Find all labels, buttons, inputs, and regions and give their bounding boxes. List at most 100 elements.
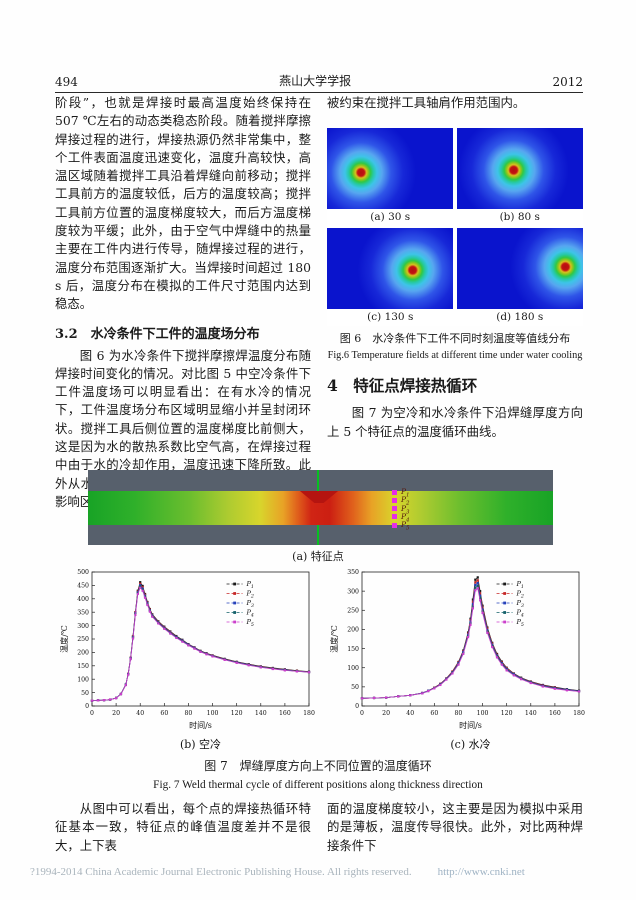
right-column: 被约束在搅拌工具轴肩作用范围内。 (a) 30 s (b) 80 s (c) 130… bbox=[327, 94, 583, 441]
feature-point-marker-p3 bbox=[392, 506, 397, 511]
fig6-panel-label: (d) 180 s bbox=[496, 311, 544, 324]
weld-center-line-top bbox=[317, 470, 319, 491]
svg-text:40: 40 bbox=[136, 710, 144, 717]
figure7a-subcaption: (a) 特征点 bbox=[292, 550, 344, 563]
svg-text:180: 180 bbox=[303, 710, 315, 717]
svg-text:0: 0 bbox=[360, 710, 364, 717]
svg-text:40: 40 bbox=[406, 710, 414, 717]
figure7-caption-en: Fig. 7 Weld thermal cycle of different p… bbox=[153, 779, 483, 791]
bottom-right-paragraph: 面的温度梯度较小，这主要是因为模拟中采用的是薄板，温度传导很快。此外，对比两种焊… bbox=[327, 801, 583, 853]
svg-text:P5: P5 bbox=[516, 618, 524, 628]
svg-text:400: 400 bbox=[77, 596, 89, 603]
feature-point-label-p3: P3 bbox=[401, 503, 410, 515]
svg-text:P3: P3 bbox=[516, 599, 524, 609]
svg-text:P4: P4 bbox=[246, 609, 254, 619]
svg-text:P2: P2 bbox=[246, 590, 254, 600]
fig6-cell-b: (b) 80 s bbox=[456, 128, 584, 226]
svg-text:150: 150 bbox=[347, 646, 359, 653]
svg-text:100: 100 bbox=[477, 710, 489, 717]
fig6-panel-label: (a) 30 s bbox=[370, 211, 411, 224]
svg-text:(c) 水冷: (c) 水冷 bbox=[450, 738, 490, 751]
bottom-right-column: 面的温度梯度较小，这主要是因为模拟中采用的是薄板，温度传导很快。此外，对比两种焊… bbox=[327, 800, 583, 855]
svg-text:100: 100 bbox=[347, 665, 359, 672]
chart-svg: 0 20 40 60 80 100 120 140 160 180 0 50 100 150 200 250 3… bbox=[59, 569, 315, 751]
chart-air-cooling: 0 20 40 60 80 100 120 140 160 180 0 50 100 150 200 250 3… bbox=[56, 562, 321, 760]
svg-text:P1: P1 bbox=[516, 580, 524, 590]
svg-text:P1: P1 bbox=[246, 580, 254, 590]
fig6-cell-c: (c) 130 s bbox=[327, 228, 454, 326]
footer-copyright: ?1994-2014 China Academic Journal Electr… bbox=[30, 866, 412, 878]
heading-3-2: 3.2 水冷条件下工件的温度场分布 bbox=[55, 326, 260, 342]
svg-text:300: 300 bbox=[77, 623, 89, 630]
svg-text:温度/℃: 温度/℃ bbox=[59, 625, 69, 653]
feature-point-marker-p1 bbox=[392, 489, 397, 495]
fig6-panel-label: (c) 130 s bbox=[367, 311, 414, 324]
paragraph-section-4: 图 7 为空冷和水冷条件下沿焊缝厚度方向上 5 个特征点的温度循环曲线。 bbox=[327, 405, 583, 439]
svg-text:140: 140 bbox=[255, 710, 267, 717]
svg-text:时间/s: 时间/s bbox=[459, 720, 482, 730]
svg-text:200: 200 bbox=[77, 650, 89, 657]
svg-text:140: 140 bbox=[525, 710, 537, 717]
svg-text:60: 60 bbox=[430, 710, 438, 717]
svg-text:450: 450 bbox=[77, 583, 89, 590]
svg-text:120: 120 bbox=[231, 710, 243, 717]
page-header: 494 燕山大学学报 2012 bbox=[55, 72, 583, 93]
feature-point-marker-p4 bbox=[392, 514, 397, 520]
svg-text:20: 20 bbox=[112, 710, 120, 717]
fig6-contour-panel bbox=[456, 228, 583, 310]
svg-text:温度/℃: 温度/℃ bbox=[329, 625, 339, 653]
svg-text:120: 120 bbox=[501, 710, 513, 717]
svg-text:20: 20 bbox=[382, 710, 390, 717]
svg-text:50: 50 bbox=[351, 684, 359, 691]
svg-text:160: 160 bbox=[279, 710, 291, 717]
heading-section-4: 4 特征点焊接热循环 bbox=[327, 376, 478, 396]
svg-text:P5: P5 bbox=[246, 618, 254, 628]
svg-text:350: 350 bbox=[77, 609, 89, 616]
svg-text:150: 150 bbox=[77, 663, 89, 670]
svg-text:500: 500 bbox=[77, 569, 89, 576]
feature-point-label-p2: P2 bbox=[401, 495, 410, 507]
svg-text:P4: P4 bbox=[516, 609, 524, 619]
svg-text:180: 180 bbox=[573, 710, 585, 717]
svg-text:80: 80 bbox=[185, 710, 193, 717]
figure6-caption-zh: 图 6 水冷条件下工件不同时刻温度等值线分布 bbox=[339, 332, 571, 346]
chart-water-cooling: 0 20 40 60 80 100 120 140 160 180 0 50 100 150 200 250 3… bbox=[326, 562, 591, 760]
left-column: 阶段”，也就是焊接时最高温度始终保持在 507 ℃左右的动态类稳态阶段。随着搅拌… bbox=[55, 94, 311, 511]
paragraph-continuation: 被约束在搅拌工具轴肩作用范围内。 bbox=[327, 95, 526, 110]
svg-text:100: 100 bbox=[77, 676, 89, 683]
svg-text:350: 350 bbox=[347, 569, 359, 576]
figure6-caption-en: Fig.6 Temperature fields at different ti… bbox=[327, 350, 583, 362]
svg-text:0: 0 bbox=[85, 703, 89, 710]
bottom-left-column: 从图中可以看出，每个点的焊接热循环特征基本一致，特征点的峰值温度差并不是很大，上… bbox=[55, 800, 311, 855]
cnki-footer: ?1994-2014 China Academic Journal Electr… bbox=[30, 866, 620, 878]
fig6-contour-panel bbox=[327, 228, 453, 310]
chart-svg: 0 20 40 60 80 100 120 140 160 180 0 50 100 150 200 250 3… bbox=[329, 569, 585, 751]
fig6-cell-d: (d) 180 s bbox=[456, 228, 584, 326]
feature-point-label-p5: P5 bbox=[401, 520, 410, 532]
figure7-caption-zh: 图 7 焊缝厚度方向上不同位置的温度循环 bbox=[204, 759, 432, 773]
footer-url: http://www.cnki.net bbox=[437, 866, 525, 878]
svg-text:100: 100 bbox=[207, 710, 219, 717]
svg-text:时间/s: 时间/s bbox=[189, 720, 212, 730]
fig6-contour-panel bbox=[456, 128, 583, 210]
feature-point-marker-p2 bbox=[392, 497, 397, 503]
journal-title: 燕山大学学报 bbox=[279, 74, 352, 88]
fig6-panel-label: (b) 80 s bbox=[499, 211, 540, 224]
svg-text:300: 300 bbox=[347, 588, 359, 595]
page-number: 494 bbox=[55, 75, 78, 89]
feature-point-label-p1: P1 bbox=[401, 487, 410, 499]
svg-text:160: 160 bbox=[549, 710, 561, 717]
figure7a-temperature-band: P1 P2 P3 P4 P5 bbox=[88, 470, 553, 545]
figure6-contour-grid: (a) 30 s (b) 80 s (c) 130 s (d) 180 s bbox=[327, 128, 584, 327]
svg-text:P2: P2 bbox=[516, 590, 524, 600]
svg-text:(b) 空冷: (b) 空冷 bbox=[180, 737, 221, 751]
svg-text:250: 250 bbox=[347, 607, 359, 614]
svg-text:80: 80 bbox=[455, 710, 463, 717]
svg-text:0: 0 bbox=[90, 710, 94, 717]
svg-text:200: 200 bbox=[347, 627, 359, 634]
weld-center-line-bottom bbox=[317, 525, 319, 545]
svg-text:0: 0 bbox=[355, 703, 359, 710]
feature-point-marker-p5 bbox=[392, 522, 397, 528]
svg-text:60: 60 bbox=[160, 710, 168, 717]
